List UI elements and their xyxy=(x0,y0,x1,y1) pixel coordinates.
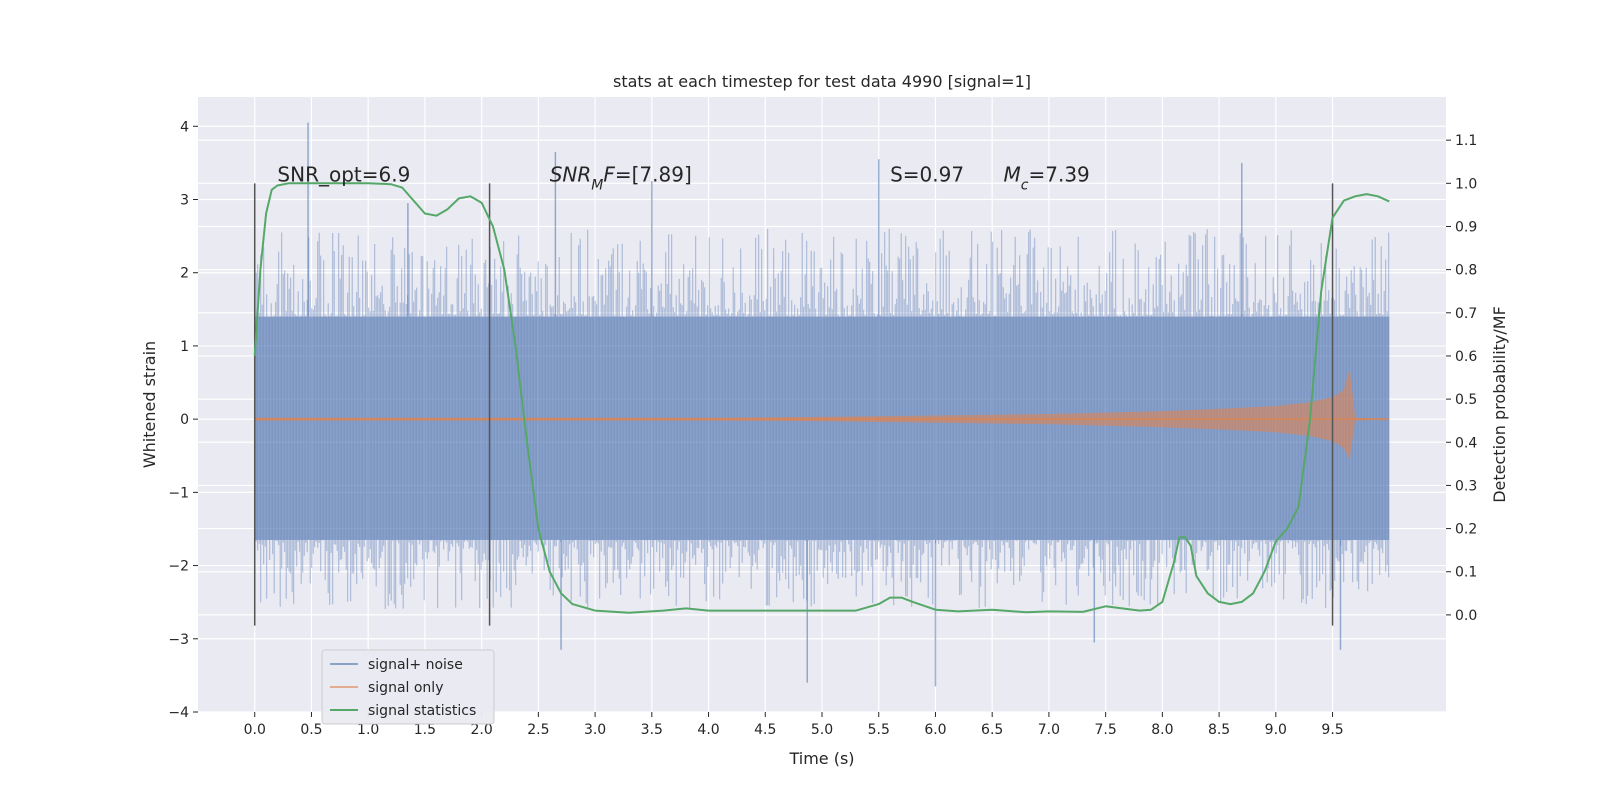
y2-tick-label: 0.4 xyxy=(1455,435,1477,451)
x-tick-label: 4.0 xyxy=(697,722,719,738)
y2-axis-label: Detection probability/MF xyxy=(1490,306,1509,503)
x-tick-label: 1.5 xyxy=(414,722,436,738)
annotation-text: S=0.97 xyxy=(890,162,964,186)
y2-tick-label: 0.6 xyxy=(1455,349,1477,365)
y2-tick-label: 1.1 xyxy=(1455,133,1477,149)
legend-label: signal statistics xyxy=(368,703,476,719)
chart-title: stats at each timestep for test data 499… xyxy=(613,72,1031,91)
x-tick-label: 9.5 xyxy=(1321,722,1343,738)
x-tick-label: 1.0 xyxy=(357,722,379,738)
x-tick-label: 9.0 xyxy=(1265,722,1287,738)
y-tick-label: 2 xyxy=(180,266,189,282)
legend-box xyxy=(321,649,495,725)
annotation-text: SNR_opt=6.9 xyxy=(277,162,410,186)
x-tick-label: 2.5 xyxy=(527,722,549,738)
y-tick-label: −4 xyxy=(168,705,189,721)
x-axis-label: Time (s) xyxy=(788,749,854,768)
x-tick-label: 7.5 xyxy=(1095,722,1117,738)
y2-tick-label: 0.9 xyxy=(1455,219,1477,235)
legend: signal+ noise signal only signal statistic… xyxy=(321,649,495,725)
y2-tick-label: 0.2 xyxy=(1455,522,1477,538)
y2-tick-label: 1.0 xyxy=(1455,176,1477,192)
vertical-markers xyxy=(253,183,1334,626)
x-tick-label: 3.5 xyxy=(641,722,663,738)
annotation-text: SNRMF=[7.89] xyxy=(550,162,692,193)
y-tick-label: −2 xyxy=(168,559,189,575)
y-tick-label: 0 xyxy=(180,412,189,428)
signal-envelope xyxy=(254,367,1390,461)
y2-tick-label: 0.8 xyxy=(1455,263,1477,279)
x-tick-label: 3.0 xyxy=(584,722,606,738)
signal-only-series xyxy=(254,367,1390,461)
annotations: SNR_opt=6.9 SNRMF=[7.89] S=0.97 Mc=7.39 xyxy=(277,162,1089,193)
x-tick-label: 6.5 xyxy=(981,722,1003,738)
y-tick-label: −3 xyxy=(168,632,189,648)
signal-statistics-series xyxy=(253,182,1390,614)
x-tick-label: 5.0 xyxy=(811,722,833,738)
x-tick-label: 6.0 xyxy=(924,722,946,738)
y2-tick-label: 0.1 xyxy=(1455,565,1477,581)
legend-label: signal only xyxy=(368,680,443,696)
y2-tick-label: 0.0 xyxy=(1455,608,1477,624)
x-tick-label: 8.5 xyxy=(1208,722,1230,738)
y-axis-label: Whitened strain xyxy=(140,341,159,468)
y-tick-label: 4 xyxy=(180,119,189,135)
y2-tick-label: 0.3 xyxy=(1455,478,1477,494)
x-tick-label: 2.0 xyxy=(471,722,493,738)
annotation-text: Mc=7.39 xyxy=(1004,162,1090,193)
x-tick-label: 4.5 xyxy=(754,722,776,738)
y-tick-label: −1 xyxy=(168,485,189,501)
y-tick-label: 3 xyxy=(180,193,189,209)
x-tick-label: 0.0 xyxy=(244,722,266,738)
legend-label: signal+ noise xyxy=(368,657,463,673)
x-tick-label: 7.0 xyxy=(1038,722,1060,738)
axes: 0.0 0.5 1.0 1.5 2.0 2.5 3.0 3.5 4.0 4.5 5.0 5.5 6.0 6… xyxy=(168,119,1477,738)
x-tick-label: 5.5 xyxy=(868,722,890,738)
y2-tick-label: 0.7 xyxy=(1455,306,1477,322)
x-tick-label: 0.5 xyxy=(300,722,322,738)
y2-tick-label: 0.5 xyxy=(1455,392,1477,408)
y-tick-label: 1 xyxy=(180,339,189,355)
x-tick-label: 8.0 xyxy=(1151,722,1173,738)
stats-line xyxy=(253,182,1390,614)
